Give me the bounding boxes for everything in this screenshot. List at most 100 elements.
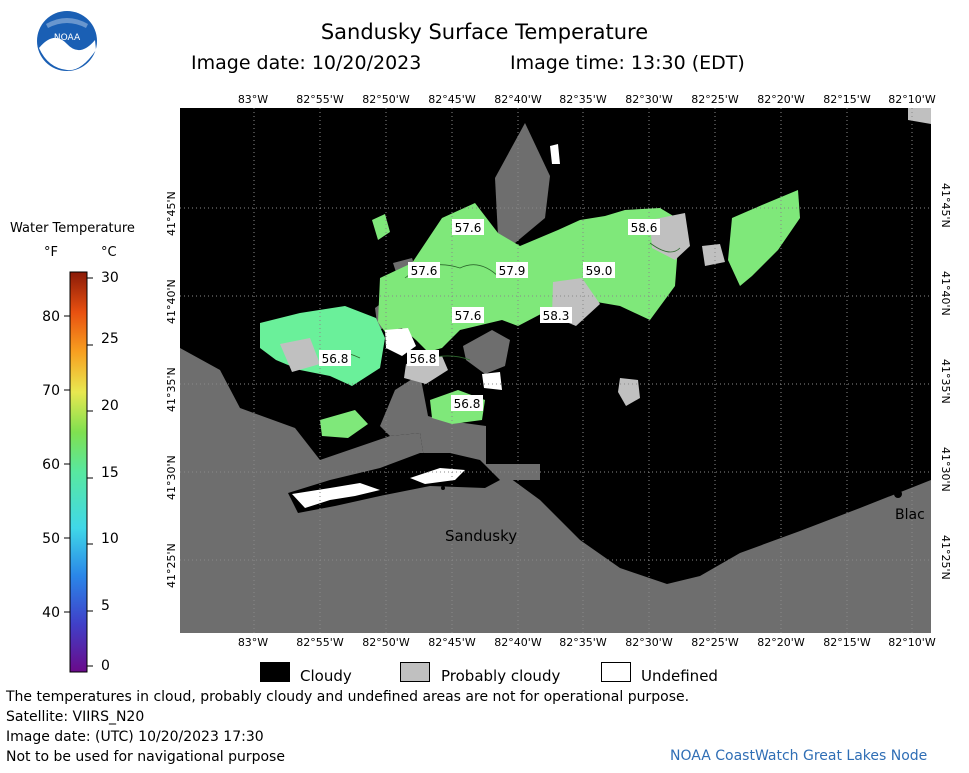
probably-cloudy-area [702,244,725,266]
probably-cloudy-area [908,108,931,124]
tick-c: 0 [101,658,110,674]
lon-label-top: 82°55'W [296,93,344,106]
temp-label: 58.3 [540,307,572,323]
credit: NOAA CoastWatch Great Lakes Node [670,748,928,764]
legend-swatch-cloudy [260,662,290,682]
legend-label-undefined: Undefined [641,667,718,685]
temp-label: 57.9 [496,262,528,278]
legend-swatch-undefined [601,662,631,682]
lon-label-top: 82°40'W [494,93,542,106]
lon-label-bottom: 82°35'W [559,636,607,649]
land-area [180,348,931,633]
lon-label-bottom: 82°20'W [757,636,805,649]
undefined-area [410,468,465,484]
navigation-note: Not to be used for navigational purpose [6,749,285,765]
lon-label-top: 82°15'W [823,93,871,106]
lon-label-top: 82°50'W [362,93,410,106]
lat-label-left: 41°40'N [165,279,178,324]
tick-f: 50 [42,531,60,547]
tick-f: 80 [42,309,60,325]
temp-label: 57.6 [452,219,484,235]
page-title: Sandusky Surface Temperature [320,20,649,44]
lon-label-bottom: 82°30'W [625,636,673,649]
lat-label-left: 41°45'N [165,191,178,236]
svg-text:57.6: 57.6 [455,309,482,323]
logo-text: NOAA [54,33,81,43]
lon-label-top: 82°30'W [625,93,673,106]
tick-f: 60 [42,457,60,473]
temp-label: 58.6 [628,219,660,235]
lon-label-bottom: 83°W [237,636,269,649]
lon-label-bottom: 82°50'W [362,636,410,649]
tick-c: 20 [101,398,119,414]
svg-text:57.6: 57.6 [411,264,438,278]
colorbar-ticks [64,277,93,667]
undefined-area [482,372,502,390]
lon-label-top: 82°20'W [757,93,805,106]
image-date: Image date: 10/20/2023 [191,52,422,74]
temp-label: 56.8 [407,350,439,366]
lat-label-left: 41°25'N [165,543,178,588]
city-marker [894,490,902,498]
lon-label-bottom: 82°45'W [428,636,476,649]
undefined-area [292,483,380,508]
lon-label-top: 82°35'W [559,93,607,106]
lon-label-bottom: 82°15'W [823,636,871,649]
tick-f: 70 [42,383,60,399]
island-south-bass [463,330,510,374]
probably-cloudy-area [618,378,640,406]
lat-label-right: 41°40'N [939,271,952,316]
tick-c: 10 [101,531,119,547]
image-time: Image time: 13:30 (EDT) [510,52,745,74]
water-temp-region [728,190,800,286]
tick-c: 30 [101,270,119,286]
land-peninsula [380,374,486,464]
utc-date: Image date: (UTC) 10/20/2023 17:30 [6,729,264,745]
lat-label-right: 41°25'N [939,535,952,580]
lon-label-top: 82°45'W [428,93,476,106]
svg-text:56.8: 56.8 [454,397,481,411]
lat-label-right: 41°30'N [939,447,952,492]
tick-f: 40 [42,605,60,621]
temperature-map: Sandusky Blac 57.6 58.6 57.6 57.9 59.0 5… [180,108,931,633]
undefined-area [550,144,560,164]
lon-label-top: 82°25'W [691,93,739,106]
lon-label-bottom: 82°10'W [888,636,936,649]
svg-text:56.8: 56.8 [410,352,437,366]
place-label-sandusky: Sandusky [445,527,517,545]
legend-label-probably-cloudy: Probably cloudy [441,667,561,685]
svg-text:57.6: 57.6 [455,221,482,235]
probably-cloudy-area [280,338,320,372]
city-marker [441,486,445,490]
tick-c: 5 [101,598,110,614]
legend-swatch-probably-cloudy [400,662,430,682]
unit-fahrenheit: °F [44,245,58,260]
temp-label: 57.6 [452,307,484,323]
undefined-area [385,328,416,356]
satellite: Satellite: VIIRS_N20 [6,709,145,725]
lon-label-top: 83°W [237,93,269,106]
svg-text:57.9: 57.9 [499,264,526,278]
tick-c: 25 [101,331,119,347]
lon-label-bottom: 82°25'W [691,636,739,649]
temp-label: 56.8 [451,395,483,411]
place-label-cut: Blac [895,507,925,523]
lon-label-top: 82°10'W [888,93,936,106]
lon-label-bottom: 82°40'W [494,636,542,649]
colorbar-gradient [69,271,88,673]
lat-label-left: 41°35'N [165,367,178,412]
lat-label-right: 41°35'N [939,359,952,404]
colorbar-title: Water Temperature [10,221,135,236]
svg-text:59.0: 59.0 [586,264,613,278]
disclaimer: The temperatures in cloud, probably clou… [6,689,690,705]
tick-c: 15 [101,465,119,481]
colorbar [64,271,93,673]
water-temp-region [320,410,368,438]
svg-text:58.6: 58.6 [631,221,658,235]
lat-label-left: 41°30'N [165,455,178,500]
noaa-logo-icon: NOAA [37,11,97,71]
unit-celsius: °C [101,245,117,260]
svg-text:56.8: 56.8 [322,352,349,366]
svg-text:58.3: 58.3 [543,309,570,323]
lon-label-bottom: 82°55'W [296,636,344,649]
